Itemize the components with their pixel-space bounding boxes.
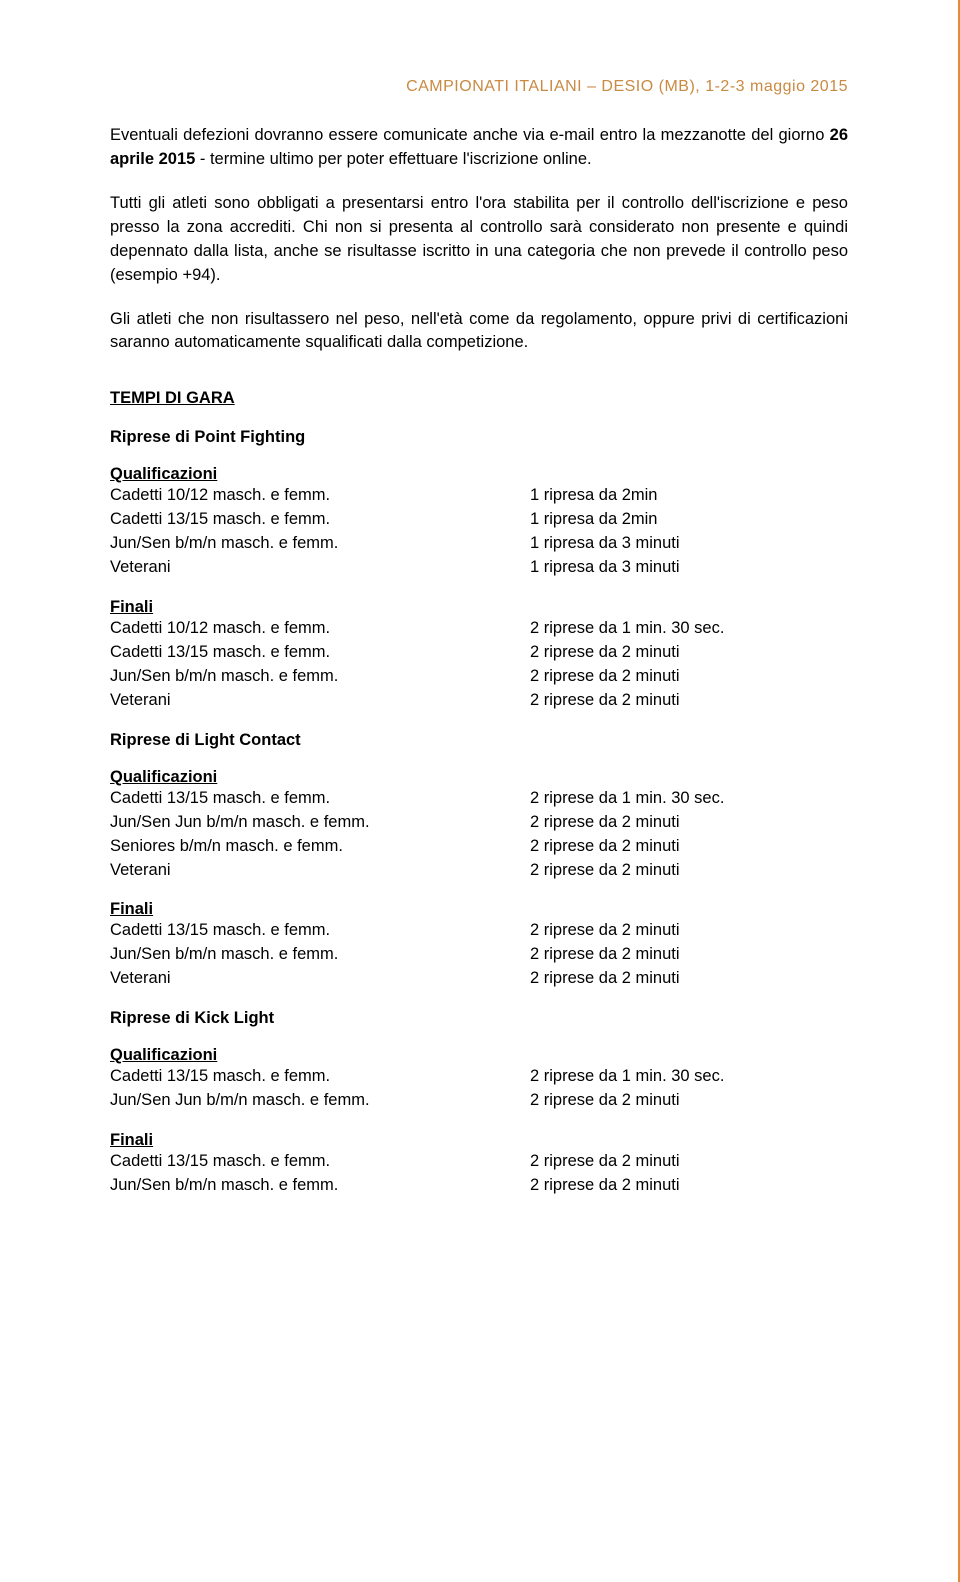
paragraph-defezioni: Eventuali defezioni dovranno essere comu…	[110, 124, 848, 172]
cat-label: Cadetti 10/12 masch. e femm.	[110, 484, 530, 508]
finali-label: Finali	[110, 598, 848, 617]
table-row: Seniores b/m/n masch. e femm.2 riprese d…	[110, 835, 848, 859]
time-value: 1 ripresa da 3 minuti	[530, 556, 848, 580]
cat-label: Veterani	[110, 689, 530, 713]
light-qual-block: Qualificazioni Cadetti 13/15 masch. e fe…	[110, 768, 848, 883]
table-row: Jun/Sen b/m/n masch. e femm.2 riprese da…	[110, 665, 848, 689]
time-value: 2 riprese da 2 minuti	[530, 641, 848, 665]
time-value: 2 riprese da 2 minuti	[530, 1089, 848, 1113]
table-row: Veterani1 ripresa da 3 minuti	[110, 556, 848, 580]
table-row: Cadetti 10/12 masch. e femm.2 riprese da…	[110, 617, 848, 641]
finali-label: Finali	[110, 900, 848, 919]
table-row: Cadetti 13/15 masch. e femm.2 riprese da…	[110, 641, 848, 665]
table-row: Jun/Sen Jun b/m/n masch. e femm.2 ripres…	[110, 1089, 848, 1113]
table-row: Veterani2 riprese da 2 minuti	[110, 967, 848, 991]
table-row: Cadetti 13/15 masch. e femm.2 riprese da…	[110, 919, 848, 943]
qual-label: Qualificazioni	[110, 465, 848, 484]
light-fin-block: Finali Cadetti 13/15 masch. e femm.2 rip…	[110, 900, 848, 991]
cat-label: Cadetti 13/15 masch. e femm.	[110, 641, 530, 665]
page-header: CAMPIONATI ITALIANI – DESIO (MB), 1-2-3 …	[110, 78, 848, 96]
time-value: 2 riprese da 1 min. 30 sec.	[530, 787, 848, 811]
cat-label: Jun/Sen b/m/n masch. e femm.	[110, 665, 530, 689]
cat-label: Cadetti 13/15 masch. e femm.	[110, 919, 530, 943]
table-row: Jun/Sen b/m/n masch. e femm.1 ripresa da…	[110, 532, 848, 556]
p1-a: Eventuali defezioni dovranno essere comu…	[110, 126, 830, 144]
cat-label: Jun/Sen b/m/n masch. e femm.	[110, 532, 530, 556]
point-qual-block: Qualificazioni Cadetti 10/12 masch. e fe…	[110, 465, 848, 580]
table-row: Cadetti 13/15 masch. e femm.2 riprese da…	[110, 1150, 848, 1174]
cat-label: Cadetti 13/15 masch. e femm.	[110, 1150, 530, 1174]
cat-label: Veterani	[110, 556, 530, 580]
table-row: Cadetti 13/15 masch. e femm.2 riprese da…	[110, 1065, 848, 1089]
point-fighting-title: Riprese di Point Fighting	[110, 428, 848, 447]
cat-label: Veterani	[110, 859, 530, 883]
tempi-di-gara-title: TEMPI DI GARA	[110, 389, 848, 408]
time-value: 2 riprese da 2 minuti	[530, 689, 848, 713]
table-row: Veterani2 riprese da 2 minuti	[110, 859, 848, 883]
cat-label: Cadetti 10/12 masch. e femm.	[110, 617, 530, 641]
time-value: 2 riprese da 2 minuti	[530, 859, 848, 883]
time-value: 2 riprese da 1 min. 30 sec.	[530, 1065, 848, 1089]
cat-label: Cadetti 13/15 masch. e femm.	[110, 787, 530, 811]
qual-label: Qualificazioni	[110, 768, 848, 787]
time-value: 2 riprese da 2 minuti	[530, 967, 848, 991]
kick-fin-block: Finali Cadetti 13/15 masch. e femm.2 rip…	[110, 1131, 848, 1198]
time-value: 2 riprese da 2 minuti	[530, 835, 848, 859]
time-value: 2 riprese da 1 min. 30 sec.	[530, 617, 848, 641]
time-value: 2 riprese da 2 minuti	[530, 665, 848, 689]
table-row: Cadetti 10/12 masch. e femm.1 ripresa da…	[110, 484, 848, 508]
time-value: 1 ripresa da 2min	[530, 484, 848, 508]
table-row: Jun/Sen Jun b/m/n masch. e femm.2 ripres…	[110, 811, 848, 835]
table-row: Cadetti 13/15 masch. e femm.2 riprese da…	[110, 787, 848, 811]
cat-label: Jun/Sen b/m/n masch. e femm.	[110, 1174, 530, 1198]
light-contact-title: Riprese di Light Contact	[110, 731, 848, 750]
kick-light-title: Riprese di Kick Light	[110, 1009, 848, 1028]
cat-label: Jun/Sen b/m/n masch. e femm.	[110, 943, 530, 967]
time-value: 1 ripresa da 2min	[530, 508, 848, 532]
time-value: 2 riprese da 2 minuti	[530, 943, 848, 967]
time-value: 2 riprese da 2 minuti	[530, 1174, 848, 1198]
cat-label: Cadetti 13/15 masch. e femm.	[110, 1065, 530, 1089]
kick-qual-block: Qualificazioni Cadetti 13/15 masch. e fe…	[110, 1046, 848, 1113]
time-value: 2 riprese da 2 minuti	[530, 919, 848, 943]
finali-label: Finali	[110, 1131, 848, 1150]
cat-label: Seniores b/m/n masch. e femm.	[110, 835, 530, 859]
qual-label: Qualificazioni	[110, 1046, 848, 1065]
table-row: Jun/Sen b/m/n masch. e femm.2 riprese da…	[110, 943, 848, 967]
paragraph-squalifica: Gli atleti che non risultassero nel peso…	[110, 308, 848, 356]
cat-label: Veterani	[110, 967, 530, 991]
time-value: 2 riprese da 2 minuti	[530, 1150, 848, 1174]
table-row: Jun/Sen b/m/n masch. e femm.2 riprese da…	[110, 1174, 848, 1198]
cat-label: Jun/Sen Jun b/m/n masch. e femm.	[110, 1089, 530, 1113]
cat-label: Jun/Sen Jun b/m/n masch. e femm.	[110, 811, 530, 835]
point-fin-block: Finali Cadetti 10/12 masch. e femm.2 rip…	[110, 598, 848, 713]
time-value: 1 ripresa da 3 minuti	[530, 532, 848, 556]
cat-label: Cadetti 13/15 masch. e femm.	[110, 508, 530, 532]
table-row: Veterani2 riprese da 2 minuti	[110, 689, 848, 713]
time-value: 2 riprese da 2 minuti	[530, 811, 848, 835]
paragraph-obbligo: Tutti gli atleti sono obbligati a presen…	[110, 192, 848, 288]
p1-c: - termine ultimo per poter effettuare l'…	[195, 150, 591, 168]
table-row: Cadetti 13/15 masch. e femm.1 ripresa da…	[110, 508, 848, 532]
